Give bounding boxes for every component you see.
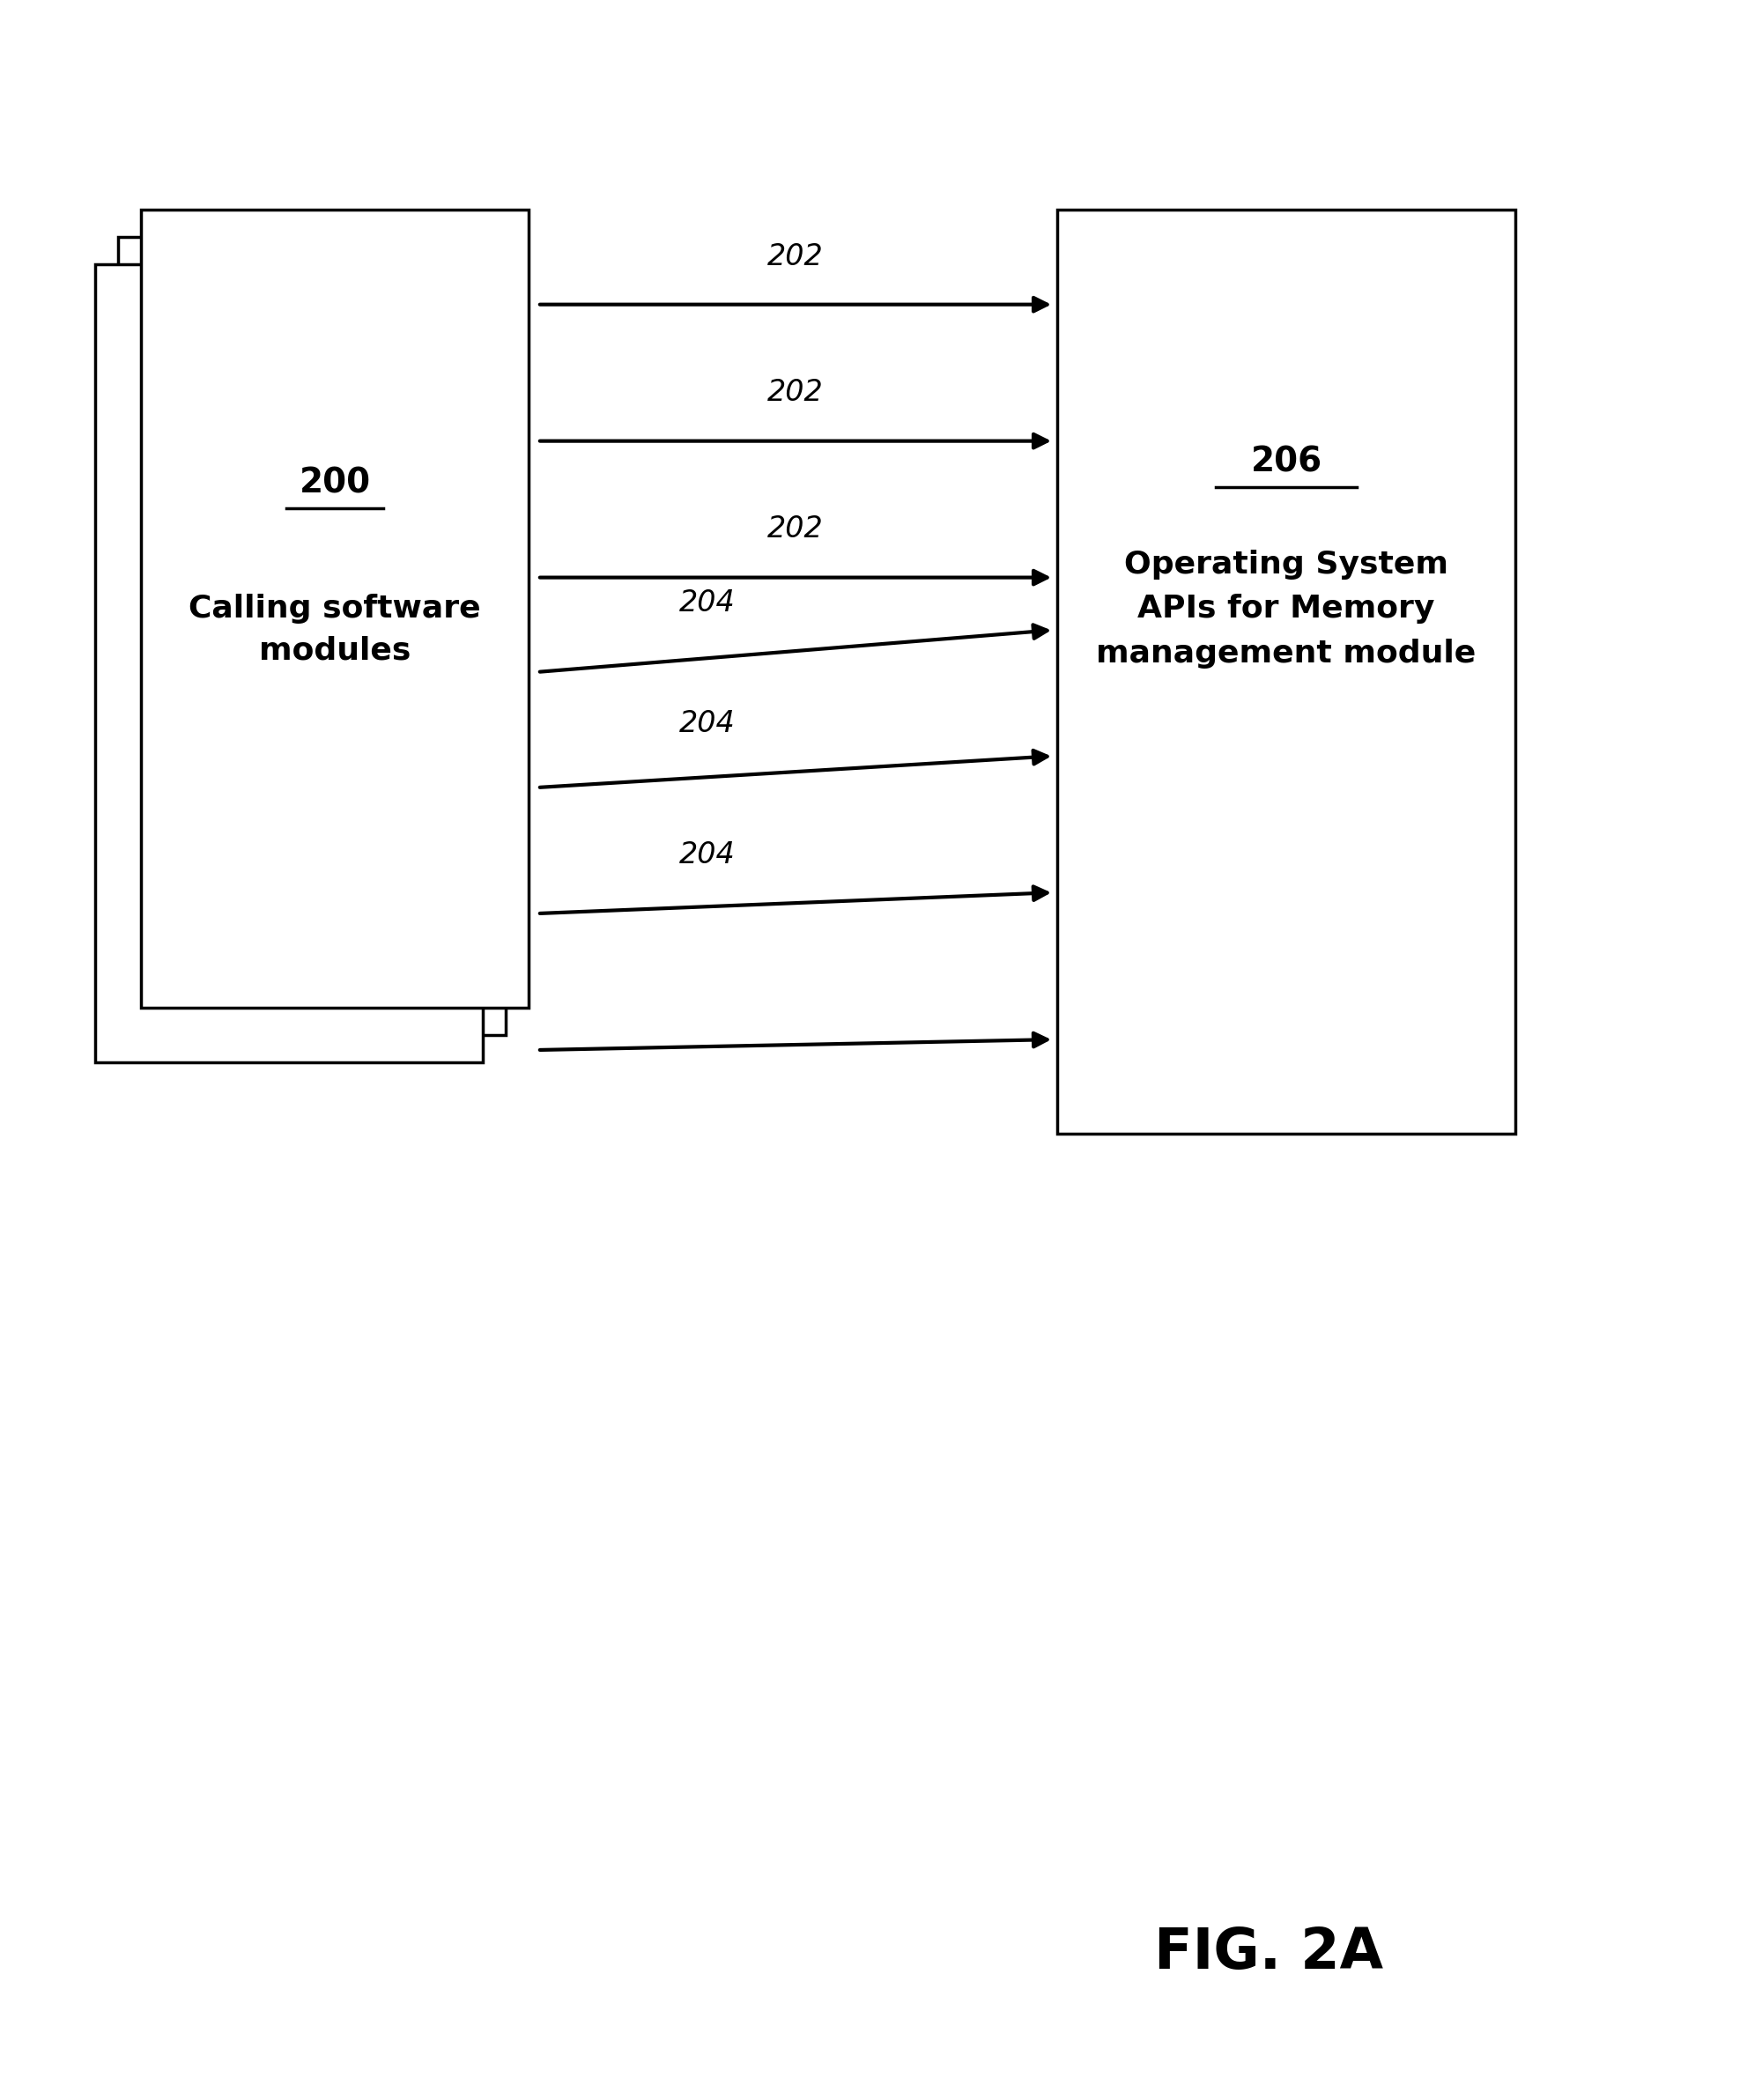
Text: 204: 204 <box>680 840 735 869</box>
Bar <box>141 210 529 1008</box>
Text: 202: 202 <box>768 378 823 407</box>
Bar <box>1057 210 1515 1134</box>
Text: 202: 202 <box>768 242 823 271</box>
Text: Calling software
modules: Calling software modules <box>189 594 481 666</box>
Text: 204: 204 <box>680 710 735 737</box>
Text: Operating System
APIs for Memory
management module: Operating System APIs for Memory managem… <box>1096 550 1477 668</box>
Text: 204: 204 <box>680 588 735 617</box>
Text: 200: 200 <box>300 466 370 500</box>
Text: FIG. 2A: FIG. 2A <box>1154 1926 1383 1980</box>
Bar <box>118 237 506 1035</box>
Text: 206: 206 <box>1251 445 1322 479</box>
Bar <box>95 265 483 1063</box>
Text: 202: 202 <box>768 514 823 544</box>
